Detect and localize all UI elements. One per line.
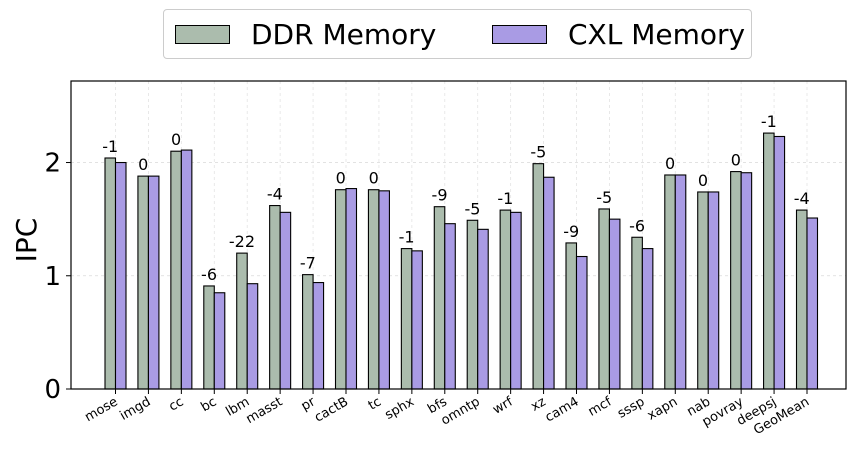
- bar-annotation: -6: [201, 265, 217, 284]
- x-tick-label: mose: [82, 394, 120, 425]
- x-tick-label: sssp: [615, 394, 647, 421]
- bar-cxl-deepsj: [773, 135, 786, 390]
- bar-ddr-lbm: [236, 252, 248, 390]
- bar-cxl-xz: [543, 176, 555, 390]
- bar-ddr-omntp: [466, 219, 479, 390]
- bar-annotation: -1: [761, 112, 777, 131]
- bar-ddr-imgd: [137, 175, 149, 390]
- bar-ddr-povray: [730, 171, 742, 390]
- bar-cxl-GeoMean: [806, 217, 819, 390]
- bar-annotation: -9: [432, 186, 448, 205]
- bars: [104, 132, 819, 390]
- bar-cxl-tc: [378, 190, 390, 390]
- bar-ddr-GeoMean: [795, 209, 808, 390]
- bar-annotation: 0: [336, 169, 346, 188]
- bar-ddr-bfs: [433, 206, 446, 390]
- legend-label-cxl: CXL Memory: [568, 17, 746, 51]
- bar-annotation: -7: [300, 254, 316, 273]
- bar-cxl-povray: [740, 172, 753, 390]
- bar-annotation: -4: [794, 189, 810, 208]
- x-tick-label: cam4: [543, 394, 582, 425]
- bar-annotation: 0: [171, 130, 181, 149]
- bar-cxl-cam4: [575, 255, 588, 390]
- bar-ddr-xz: [532, 163, 545, 390]
- bar-cxl-sssp: [641, 248, 654, 390]
- x-tick-label: omntp: [439, 394, 483, 428]
- bar-annotation: -6: [629, 216, 645, 235]
- bar-cxl-cc: [180, 149, 193, 390]
- bar-cxl-masst: [279, 211, 292, 390]
- legend: DDR Memory CXL Memory: [163, 9, 752, 59]
- legend-item-ddr: DDR Memory: [175, 10, 436, 58]
- bar-cxl-omntp: [477, 228, 489, 390]
- bar-annotation: 0: [138, 155, 148, 174]
- bar-annotation: -22: [229, 232, 255, 251]
- bar-annotation: -4: [267, 185, 283, 204]
- bar-ddr-cc: [170, 150, 182, 390]
- bar-ddr-tc: [367, 189, 380, 390]
- bar-cxl-cactB: [345, 188, 358, 390]
- x-tick-label: mcf: [586, 394, 615, 419]
- x-tick-label: cactB: [312, 394, 351, 425]
- x-tick-label: xapn: [645, 394, 680, 423]
- bar-ddr-masst: [269, 205, 281, 390]
- bar-ddr-deepsj: [763, 132, 775, 390]
- bar-ddr-sphx: [400, 248, 413, 390]
- bar-cxl-wrf: [510, 211, 522, 390]
- y-tick-label: 0: [44, 375, 61, 405]
- x-tick-label: masst: [244, 394, 286, 427]
- bar-ddr-wrf: [499, 209, 512, 390]
- bar-annotation: 0: [731, 151, 741, 170]
- bar-annotation: -1: [497, 189, 513, 208]
- bar-annotation: 0: [698, 171, 708, 190]
- x-tick-label: tc: [366, 394, 384, 413]
- legend-swatch-cxl: [492, 24, 547, 44]
- x-tick-label: sphx: [383, 394, 418, 423]
- bar-annotation: 0: [665, 154, 675, 173]
- bar-cxl-lbm: [246, 283, 259, 390]
- x-tick-label: bc: [198, 394, 219, 415]
- bar-annotation: -1: [102, 137, 118, 156]
- bar-ddr-nab: [697, 191, 709, 390]
- y-tick-label: 2: [44, 149, 61, 179]
- bar-cxl-nab: [707, 191, 720, 390]
- bar-cxl-xapn: [674, 174, 687, 390]
- bar-cxl-pr: [312, 282, 325, 390]
- bar-ddr-cam4: [565, 242, 578, 390]
- bar-annotation: -1: [399, 228, 415, 247]
- legend-label-ddr: DDR Memory: [251, 17, 437, 51]
- legend-item-cxl: CXL Memory: [492, 10, 745, 58]
- bar-ddr-xapn: [664, 174, 676, 390]
- bar-annotation: -9: [563, 222, 579, 241]
- bar-ddr-pr: [302, 274, 314, 390]
- plot-frame: [70, 80, 847, 390]
- bar-cxl-mcf: [608, 218, 621, 390]
- bar-ddr-mose: [104, 157, 117, 390]
- bar-ddr-mcf: [598, 208, 610, 390]
- x-tick-label: cc: [166, 394, 186, 414]
- y-axis-label: IPC: [10, 218, 43, 263]
- bar-ddr-sssp: [631, 236, 643, 390]
- x-tick-label: wrf: [490, 394, 516, 417]
- x-tick-label: imgd: [118, 394, 154, 423]
- bar-cxl-mose: [114, 161, 127, 390]
- bar-annotation: 0: [369, 169, 379, 188]
- bar-cxl-bfs: [444, 223, 456, 390]
- bar-ddr-cactB: [334, 189, 347, 390]
- bar-cxl-imgd: [147, 175, 160, 390]
- bar-annotation: -5: [464, 199, 480, 218]
- bar-cxl-bc: [213, 292, 226, 390]
- legend-swatch-ddr: [175, 24, 230, 44]
- bar-annotations: -1 0 0 -6 -22 -4 -7 0 0 -1 -9 -5 -1 -5 -9 -5 -6 0 0 0 -1 -4: [102, 112, 809, 284]
- y-tick-label: 1: [44, 262, 61, 292]
- bar-annotation: -5: [530, 143, 546, 162]
- bar-ddr-bc: [203, 285, 215, 390]
- x-tick-label: xz: [528, 394, 548, 414]
- bar-annotation: -5: [596, 188, 612, 207]
- bar-cxl-sphx: [411, 250, 423, 390]
